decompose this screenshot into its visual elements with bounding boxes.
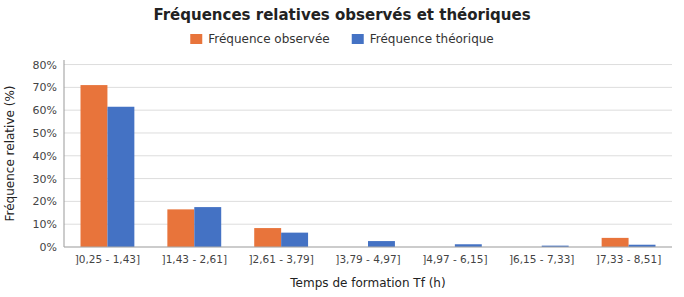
legend-swatch: [190, 34, 202, 44]
grid-line: [64, 155, 672, 156]
grid-line: [64, 201, 672, 202]
x-tick-label: ]3,79 - 4,97]: [335, 253, 400, 265]
bar: [368, 241, 395, 247]
x-tick-label: ]4,97 - 6,15]: [422, 253, 487, 265]
chart-container: Fréquences relatives observés et théoriq…: [0, 0, 684, 297]
bar: [602, 238, 629, 247]
grid-line: [64, 110, 672, 111]
bar: [281, 233, 308, 247]
legend-item: Fréquence observée: [190, 32, 329, 46]
x-tick-label: ]6,15 - 7,33]: [509, 253, 574, 265]
y-tick-label: 10%: [33, 218, 57, 231]
bar: [81, 85, 108, 247]
bars: [81, 85, 656, 247]
y-tick-label: 40%: [33, 150, 57, 163]
bar: [167, 209, 194, 247]
grid: [64, 65, 672, 247]
chart-svg: Fréquences relatives observés et théoriq…: [0, 0, 684, 297]
x-axis-line: [64, 247, 672, 248]
x-tick-label: ]0,25 - 1,43]: [75, 253, 140, 265]
legend: Fréquence observée Fréquence théorique: [190, 32, 493, 46]
grid-line: [64, 87, 672, 88]
legend-swatch: [352, 34, 364, 44]
y-tick-label: 50%: [33, 127, 57, 140]
y-axis-label: Fréquence relative (%): [3, 86, 17, 222]
grid-line: [64, 224, 672, 225]
grid-line: [64, 64, 672, 65]
y-tick-label: 20%: [33, 195, 57, 208]
legend-item: Fréquence théorique: [352, 32, 494, 46]
y-tick-label: 80%: [33, 59, 57, 72]
y-tick-label: 0%: [40, 241, 57, 254]
legend-label: Fréquence théorique: [370, 32, 494, 46]
y-tick-label: 60%: [33, 104, 57, 117]
x-tick-label: ]1,43 - 2,61]: [162, 253, 227, 265]
x-tick-label: ]2,61 - 3,79]: [248, 253, 313, 265]
grid-line: [64, 132, 672, 133]
legend-label: Fréquence observée: [208, 32, 329, 46]
bar: [254, 228, 281, 247]
y-tick-label: 30%: [33, 173, 57, 186]
grid-line: [64, 247, 672, 248]
bar: [107, 107, 134, 247]
x-tick-label: ]7,33 - 8,51]: [596, 253, 661, 265]
grid-line: [64, 178, 672, 179]
y-axis-line: [64, 60, 65, 247]
bar: [194, 207, 221, 247]
x-axis-label: Temps de formation Tf (h): [289, 276, 445, 290]
title: Fréquences relatives observés et théoriq…: [153, 6, 530, 24]
y-tick-label: 70%: [33, 81, 57, 94]
